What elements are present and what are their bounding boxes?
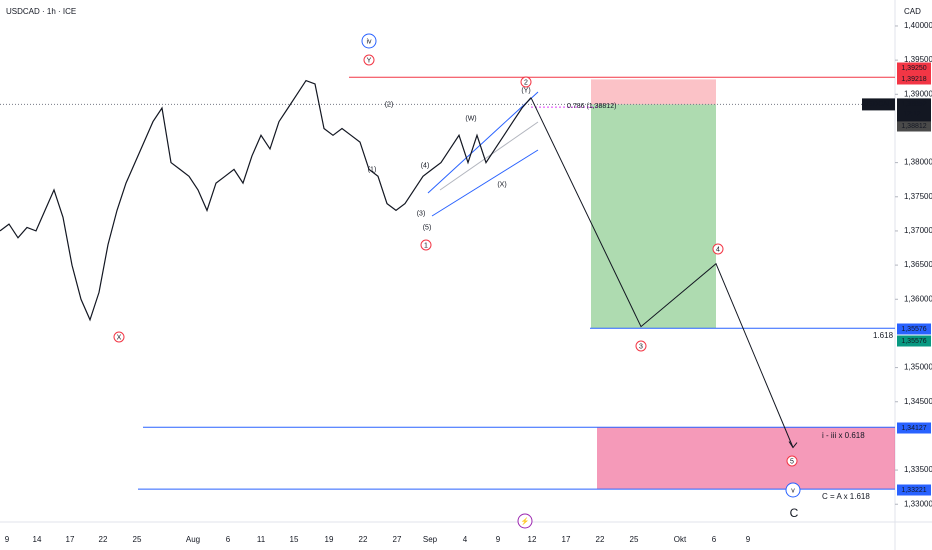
last-price-label: 1,38852 bbox=[901, 101, 926, 108]
x-tick-label: 15 bbox=[290, 535, 299, 544]
price-label: 1,35576 bbox=[901, 326, 926, 333]
wave-circle bbox=[635, 340, 647, 352]
wave-circle bbox=[361, 33, 377, 49]
price-label-box bbox=[897, 484, 931, 496]
price-label-box bbox=[897, 335, 931, 347]
x-tick-label: 22 bbox=[596, 535, 605, 544]
x-tick-label: Okt bbox=[674, 535, 687, 544]
note: i - iii x 0.618 bbox=[822, 431, 865, 440]
y-tick-label: 1,35000 bbox=[904, 363, 932, 372]
currency-label: CAD bbox=[904, 7, 921, 16]
wave-label: X bbox=[117, 334, 122, 341]
y-tick-label: 1,39000 bbox=[904, 89, 932, 98]
price-label: 1,35576 bbox=[901, 338, 926, 345]
price-label: 1,39250 bbox=[901, 65, 926, 72]
price-label-box bbox=[897, 73, 931, 85]
wave-circle bbox=[517, 513, 533, 529]
fib-label: 0.786 (1,38812) bbox=[567, 103, 616, 110]
price-line bbox=[0, 79, 532, 322]
wave-circle bbox=[113, 331, 125, 343]
y-tick-label: 1,34500 bbox=[904, 397, 932, 406]
price-label-box bbox=[897, 323, 931, 335]
x-tick-label: Aug bbox=[186, 535, 200, 544]
price-label: 1,38812 bbox=[901, 123, 926, 130]
x-tick-label: 17 bbox=[66, 535, 75, 544]
wave-label: iv bbox=[366, 38, 372, 45]
countdown-label: 12:12 bbox=[903, 111, 921, 118]
price-label: 1,39218 bbox=[901, 76, 926, 83]
wave-target-zone bbox=[597, 427, 895, 490]
y-tick-label: 1,36500 bbox=[904, 260, 932, 269]
y-tick-label: 1,39500 bbox=[904, 55, 932, 64]
projection-path bbox=[530, 97, 794, 448]
x-tick-label: 17 bbox=[562, 535, 571, 544]
wave-circle bbox=[520, 76, 532, 88]
x-tick-label: 22 bbox=[359, 535, 368, 544]
wave-label: (4) bbox=[421, 162, 430, 169]
target-zone bbox=[591, 104, 716, 329]
wave-label: Y bbox=[367, 57, 372, 64]
price-label-box bbox=[897, 62, 931, 74]
x-tick-label: 14 bbox=[33, 535, 42, 544]
wave-label: (2) bbox=[385, 101, 394, 108]
channel-lower bbox=[431, 149, 539, 217]
y-tick-label: 1,33500 bbox=[904, 465, 932, 474]
x-tick-label: 22 bbox=[99, 535, 108, 544]
price-label: 1,34127 bbox=[901, 425, 926, 432]
wave-label: v bbox=[791, 487, 795, 494]
price-label-box bbox=[897, 120, 931, 132]
wave-label: (5) bbox=[423, 224, 432, 231]
wave-circle bbox=[363, 54, 375, 66]
wave-label: (Y) bbox=[521, 87, 530, 94]
stop-zone bbox=[591, 79, 716, 105]
wave-label: 4 bbox=[716, 246, 720, 253]
x-tick-label: 9 bbox=[5, 535, 10, 544]
wave-label: (X) bbox=[497, 181, 506, 188]
x-tick-label: Sep bbox=[423, 535, 438, 544]
price-label: 1,33221 bbox=[901, 487, 926, 494]
projection-arrow bbox=[788, 441, 798, 449]
wave-label: 2 bbox=[524, 79, 528, 86]
channel-upper bbox=[427, 91, 539, 194]
y-tick-label: 1,40000 bbox=[904, 21, 932, 30]
x-tick-label: 27 bbox=[393, 535, 402, 544]
x-tick-label: 6 bbox=[226, 535, 231, 544]
x-tick-label: 25 bbox=[133, 535, 142, 544]
x-tick-label: 6 bbox=[712, 535, 717, 544]
wave-circle bbox=[420, 239, 432, 251]
wave-label: 1 bbox=[424, 242, 428, 249]
note: C bbox=[790, 506, 799, 520]
wave-circle bbox=[712, 243, 724, 255]
x-tick-label: 19 bbox=[325, 535, 334, 544]
price-label-box bbox=[897, 422, 931, 434]
y-tick-label: 1,38000 bbox=[904, 158, 932, 167]
channel-mid bbox=[439, 121, 539, 191]
symbol-label: USDCAD bbox=[863, 101, 893, 108]
last-price-box bbox=[897, 98, 931, 122]
wave-label: 3 bbox=[639, 343, 643, 350]
wave-label: (W) bbox=[465, 115, 476, 122]
x-tick-label: 4 bbox=[463, 535, 468, 544]
y-tick-label: 1,36000 bbox=[904, 294, 932, 303]
x-tick-label: 9 bbox=[496, 535, 501, 544]
symbol-label-box bbox=[862, 98, 895, 111]
x-tick-label: 25 bbox=[630, 535, 639, 544]
note: 1.618 bbox=[873, 331, 894, 340]
wave-circle bbox=[786, 455, 798, 467]
y-tick-label: 1,33000 bbox=[904, 499, 932, 508]
x-tick-label: 9 bbox=[746, 535, 751, 544]
note: C = A x 1.618 bbox=[822, 492, 870, 501]
chart-title: USDCAD · 1h · ICE bbox=[6, 7, 76, 16]
wave-label: 5 bbox=[790, 458, 794, 465]
wave-label: (1) bbox=[368, 166, 377, 173]
y-tick-label: 1,37500 bbox=[904, 192, 932, 201]
wave-circle bbox=[785, 482, 801, 498]
wave-label: ⚡ bbox=[521, 516, 530, 525]
y-tick-label: 1,37000 bbox=[904, 226, 932, 235]
x-tick-label: 12 bbox=[528, 535, 537, 544]
x-tick-label: 11 bbox=[257, 535, 266, 544]
wave-label: (3) bbox=[417, 210, 426, 217]
